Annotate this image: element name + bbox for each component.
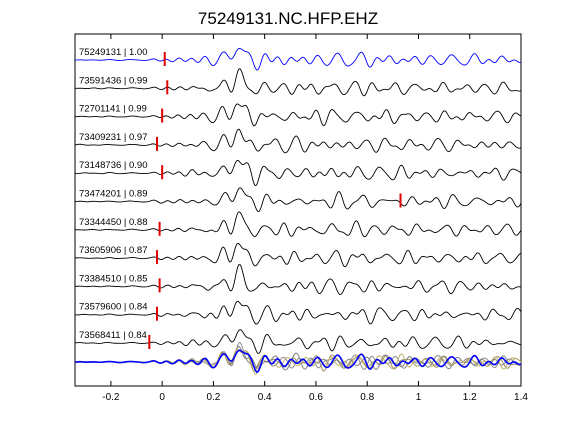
trace-label: 72701141 | 0.99 bbox=[79, 104, 147, 115]
x-tick-label: 0.8 bbox=[360, 392, 374, 403]
trace-line bbox=[74, 128, 522, 154]
trace-label: 73591436 | 0.99 bbox=[79, 75, 148, 86]
x-tick-label: 0.6 bbox=[309, 392, 323, 403]
trace-line bbox=[74, 68, 522, 97]
trace-line bbox=[74, 47, 522, 71]
trace-label: 73474201 | 0.89 bbox=[79, 189, 148, 200]
x-tick-label: 0 bbox=[159, 392, 165, 403]
x-tick-label: -0.2 bbox=[102, 392, 120, 403]
trace-line bbox=[74, 211, 522, 238]
x-tick-label: 1.4 bbox=[514, 392, 528, 403]
trace-label: 73605906 | 0.87 bbox=[79, 245, 148, 256]
trace-label: 75249131 | 1.00 bbox=[79, 47, 148, 58]
trace-line bbox=[74, 103, 522, 127]
trace-line bbox=[74, 159, 522, 186]
trace-label: 73148736 | 0.90 bbox=[79, 160, 148, 171]
x-tick-label: 1 bbox=[416, 392, 422, 403]
x-tick-label: 0.4 bbox=[258, 392, 272, 403]
trace-label: 73344450 | 0.88 bbox=[79, 217, 148, 228]
trace-label: 73409231 | 0.97 bbox=[79, 132, 148, 143]
trace-line bbox=[74, 264, 522, 295]
x-tick-label: 1.2 bbox=[463, 392, 477, 403]
trace-line bbox=[74, 242, 522, 268]
axes-box bbox=[74, 33, 522, 387]
x-tick-label: 0.2 bbox=[206, 392, 220, 403]
trace-label: 73568411 | 0.84 bbox=[79, 330, 147, 341]
trace-line bbox=[74, 300, 522, 325]
stack-reference-trace bbox=[74, 349, 522, 373]
trace-line bbox=[74, 187, 522, 213]
plot-area: 75249131 | 1.00 73591436 | 0.99 72701141 |… bbox=[74, 33, 528, 403]
trace-label: 73384510 | 0.85 bbox=[79, 273, 148, 284]
trace-label: 73579600 | 0.84 bbox=[79, 302, 148, 313]
chart-title: 75249131.NC.HFP.EHZ bbox=[198, 9, 378, 28]
